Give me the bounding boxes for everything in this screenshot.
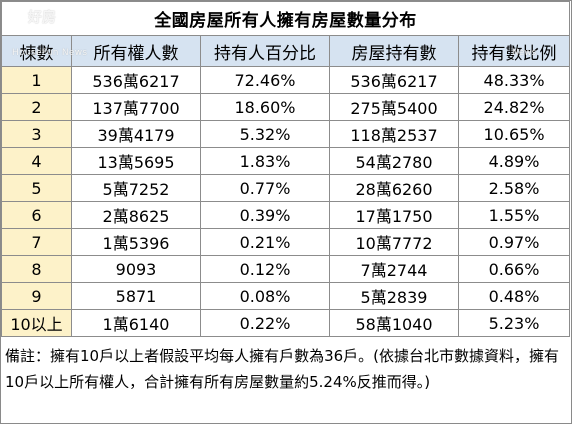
table-cell: 275萬5400	[329, 93, 459, 121]
row-label-cell: 3	[1, 120, 72, 148]
row-label-cell: 10以上	[1, 309, 72, 337]
table-title: 全國房屋所有人擁有房屋數量分布	[0, 1, 571, 36]
table-row: 10以上 1萬6140 0.22% 58萬1040 5.23%	[1, 309, 571, 337]
row-label-cell: 6	[1, 201, 72, 229]
row-label-cell: 2	[1, 93, 72, 121]
footnote: 備註：擁有10戶以上者假設平均每人擁有戶數為36戶。(依據台北市數據資料，擁有1…	[5, 347, 560, 391]
table-cell: 4.89%	[457, 147, 571, 175]
table-row: 3 39萬4179 5.32% 118萬2537 10.65%	[1, 120, 571, 148]
table-cell: 0.12%	[200, 255, 330, 283]
table-body: 1 536萬6217 72.46% 536萬6217 48.33% 2 137萬7700 18…	[1, 66, 571, 337]
column-header: 棟數	[1, 35, 72, 67]
column-header: 所有權人數	[71, 35, 201, 67]
table-cell: 5萬2839	[329, 282, 459, 310]
table-row: 9 5871 0.08% 5萬2839 0.48%	[1, 282, 571, 310]
table-cell: 54萬2780	[329, 147, 459, 175]
row-label-cell: 7	[1, 228, 72, 256]
table-cell: 0.66%	[457, 255, 571, 283]
table-cell: 0.22%	[200, 309, 330, 337]
table-cell: 0.48%	[457, 282, 571, 310]
table-cell: 18.60%	[200, 93, 330, 121]
table-cell: 39萬4179	[71, 120, 201, 148]
table-row: 6 2萬8625 0.39% 17萬1750 1.55%	[1, 201, 571, 229]
table-cell: 72.46%	[200, 66, 330, 94]
column-header: 持有數比例	[457, 35, 571, 67]
table-cell: 10萬7772	[329, 228, 459, 256]
table-cell: 118萬2537	[329, 120, 459, 148]
table-cell: 5871	[71, 282, 201, 310]
table-cell: 536萬6217	[71, 66, 201, 94]
table-cell: 2.58%	[457, 174, 571, 202]
table-cell: 7萬2744	[329, 255, 459, 283]
table-row: 5 5萬7252 0.77% 28萬6260 2.58%	[1, 174, 571, 202]
row-label-cell: 1	[1, 66, 72, 94]
row-label-cell: 5	[1, 174, 72, 202]
table-cell: 1.83%	[200, 147, 330, 175]
table-row: 2 137萬7700 18.60% 275萬5400 24.82%	[1, 93, 571, 121]
table-cell: 1.55%	[457, 201, 571, 229]
table-row: 8 9093 0.12% 7萬2744 0.66%	[1, 255, 571, 283]
column-header: 房屋持有數	[329, 35, 459, 67]
table-cell: 1萬5396	[71, 228, 201, 256]
table-cell: 0.08%	[200, 282, 330, 310]
table-cell: 0.21%	[200, 228, 330, 256]
table-cell: 48.33%	[457, 66, 571, 94]
table-cell: 137萬7700	[71, 93, 201, 121]
table-cell: 58萬1040	[329, 309, 459, 337]
row-label-cell: 8	[1, 255, 72, 283]
table-cell: 536萬6217	[329, 66, 459, 94]
table-cell: 5.32%	[200, 120, 330, 148]
table-row: 7 1萬5396 0.21% 10萬7772 0.97%	[1, 228, 571, 256]
table-title-row: 全國房屋所有人擁有房屋數量分布	[0, 1, 571, 36]
table-cell: 5.23%	[457, 309, 571, 337]
row-label-cell: 9	[1, 282, 72, 310]
ownership-table: 全國房屋所有人擁有房屋數量分布 棟數 所有權人數 持有人百分比 房屋持有數 持有數比例 …	[0, 1, 571, 337]
row-label-cell: 4	[1, 147, 72, 175]
table-cell: 28萬6260	[329, 174, 459, 202]
table-row: 1 536萬6217 72.46% 536萬6217 48.33%	[1, 66, 571, 94]
table-cell: 2萬8625	[71, 201, 201, 229]
table-cell: 17萬1750	[329, 201, 459, 229]
table-row: 4 13萬5695 1.83% 54萬2780 4.89%	[1, 147, 571, 175]
table-cell: 24.82%	[457, 93, 571, 121]
table-cell: 10.65%	[457, 120, 571, 148]
table-cell: 0.97%	[457, 228, 571, 256]
table-cell: 0.39%	[200, 201, 330, 229]
table-cell: 9093	[71, 255, 201, 283]
table-cell: 1萬6140	[71, 309, 201, 337]
table-header-row: 棟數 所有權人數 持有人百分比 房屋持有數 持有數比例	[1, 35, 571, 67]
table-cell: 0.77%	[200, 174, 330, 202]
table-cell: 13萬5695	[71, 147, 201, 175]
column-header: 持有人百分比	[200, 35, 330, 67]
table-cell: 5萬7252	[71, 174, 201, 202]
